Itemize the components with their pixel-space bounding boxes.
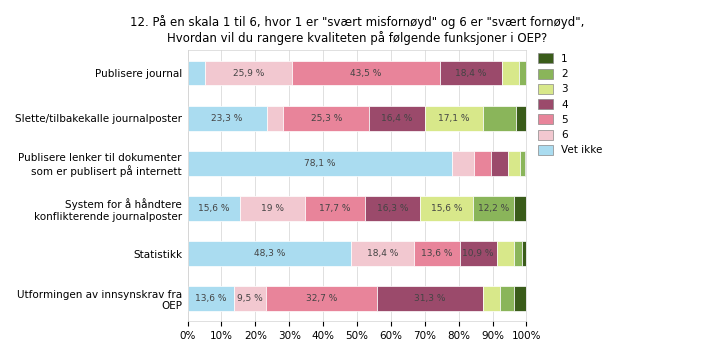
Bar — [369, 106, 425, 131]
Text: 48,3 %: 48,3 % — [253, 249, 285, 258]
Bar — [365, 196, 420, 221]
Text: 10,9 %: 10,9 % — [462, 249, 494, 258]
Bar — [187, 61, 204, 85]
Bar — [284, 106, 369, 131]
Text: 31,3 %: 31,3 % — [414, 294, 446, 303]
Legend: 1, 2, 3, 4, 5, 6, Vet ikke: 1, 2, 3, 4, 5, 6, Vet ikke — [535, 50, 606, 158]
Text: 18,4 %: 18,4 % — [366, 249, 398, 258]
Text: 13,6 %: 13,6 % — [195, 294, 226, 303]
Bar — [491, 151, 508, 176]
Text: 32,7 %: 32,7 % — [305, 294, 337, 303]
Bar — [522, 241, 526, 266]
Bar — [187, 106, 266, 131]
Text: 25,3 %: 25,3 % — [310, 114, 342, 123]
Bar — [187, 286, 234, 311]
Bar — [187, 151, 452, 176]
Bar — [204, 61, 292, 85]
Text: 23,3 %: 23,3 % — [212, 114, 243, 123]
Bar — [519, 61, 526, 85]
Bar — [473, 196, 514, 221]
Bar — [351, 241, 413, 266]
Bar — [187, 196, 240, 221]
Bar — [305, 196, 365, 221]
Bar — [514, 286, 526, 311]
Bar — [440, 61, 502, 85]
Bar — [452, 151, 474, 176]
Text: 15,6 %: 15,6 % — [431, 204, 462, 213]
Text: 19 %: 19 % — [261, 204, 284, 213]
Text: 13,6 %: 13,6 % — [421, 249, 452, 258]
Bar — [525, 151, 526, 176]
Text: 78,1 %: 78,1 % — [304, 159, 336, 168]
Title: 12. På en skala 1 til 6, hvor 1 er "svært misfornøyd" og 6 er "svært fornøyd",
H: 12. På en skala 1 til 6, hvor 1 er "svær… — [130, 15, 584, 45]
Bar — [266, 286, 377, 311]
Bar — [513, 241, 522, 266]
Bar — [497, 241, 513, 266]
Bar — [508, 151, 520, 176]
Bar — [425, 106, 482, 131]
Bar — [520, 151, 525, 176]
Bar — [420, 196, 473, 221]
Text: 16,3 %: 16,3 % — [377, 204, 408, 213]
Bar — [474, 151, 491, 176]
Text: 18,4 %: 18,4 % — [455, 69, 487, 78]
Bar — [500, 286, 514, 311]
Text: 25,9 %: 25,9 % — [233, 69, 264, 78]
Text: 16,4 %: 16,4 % — [382, 114, 413, 123]
Bar — [234, 286, 266, 311]
Text: 12,2 %: 12,2 % — [478, 204, 509, 213]
Text: 43,5 %: 43,5 % — [351, 69, 382, 78]
Bar — [502, 61, 519, 85]
Bar — [514, 196, 526, 221]
Bar — [482, 286, 500, 311]
Text: 17,7 %: 17,7 % — [319, 204, 351, 213]
Bar — [240, 196, 305, 221]
Text: 17,1 %: 17,1 % — [438, 114, 469, 123]
Bar — [413, 241, 459, 266]
Bar — [292, 61, 440, 85]
Bar — [266, 106, 284, 131]
Bar — [516, 106, 526, 131]
Text: 9,5 %: 9,5 % — [237, 294, 263, 303]
Bar — [482, 106, 516, 131]
Bar — [459, 241, 497, 266]
Text: 15,6 %: 15,6 % — [198, 204, 230, 213]
Bar — [187, 241, 351, 266]
Bar — [377, 286, 482, 311]
